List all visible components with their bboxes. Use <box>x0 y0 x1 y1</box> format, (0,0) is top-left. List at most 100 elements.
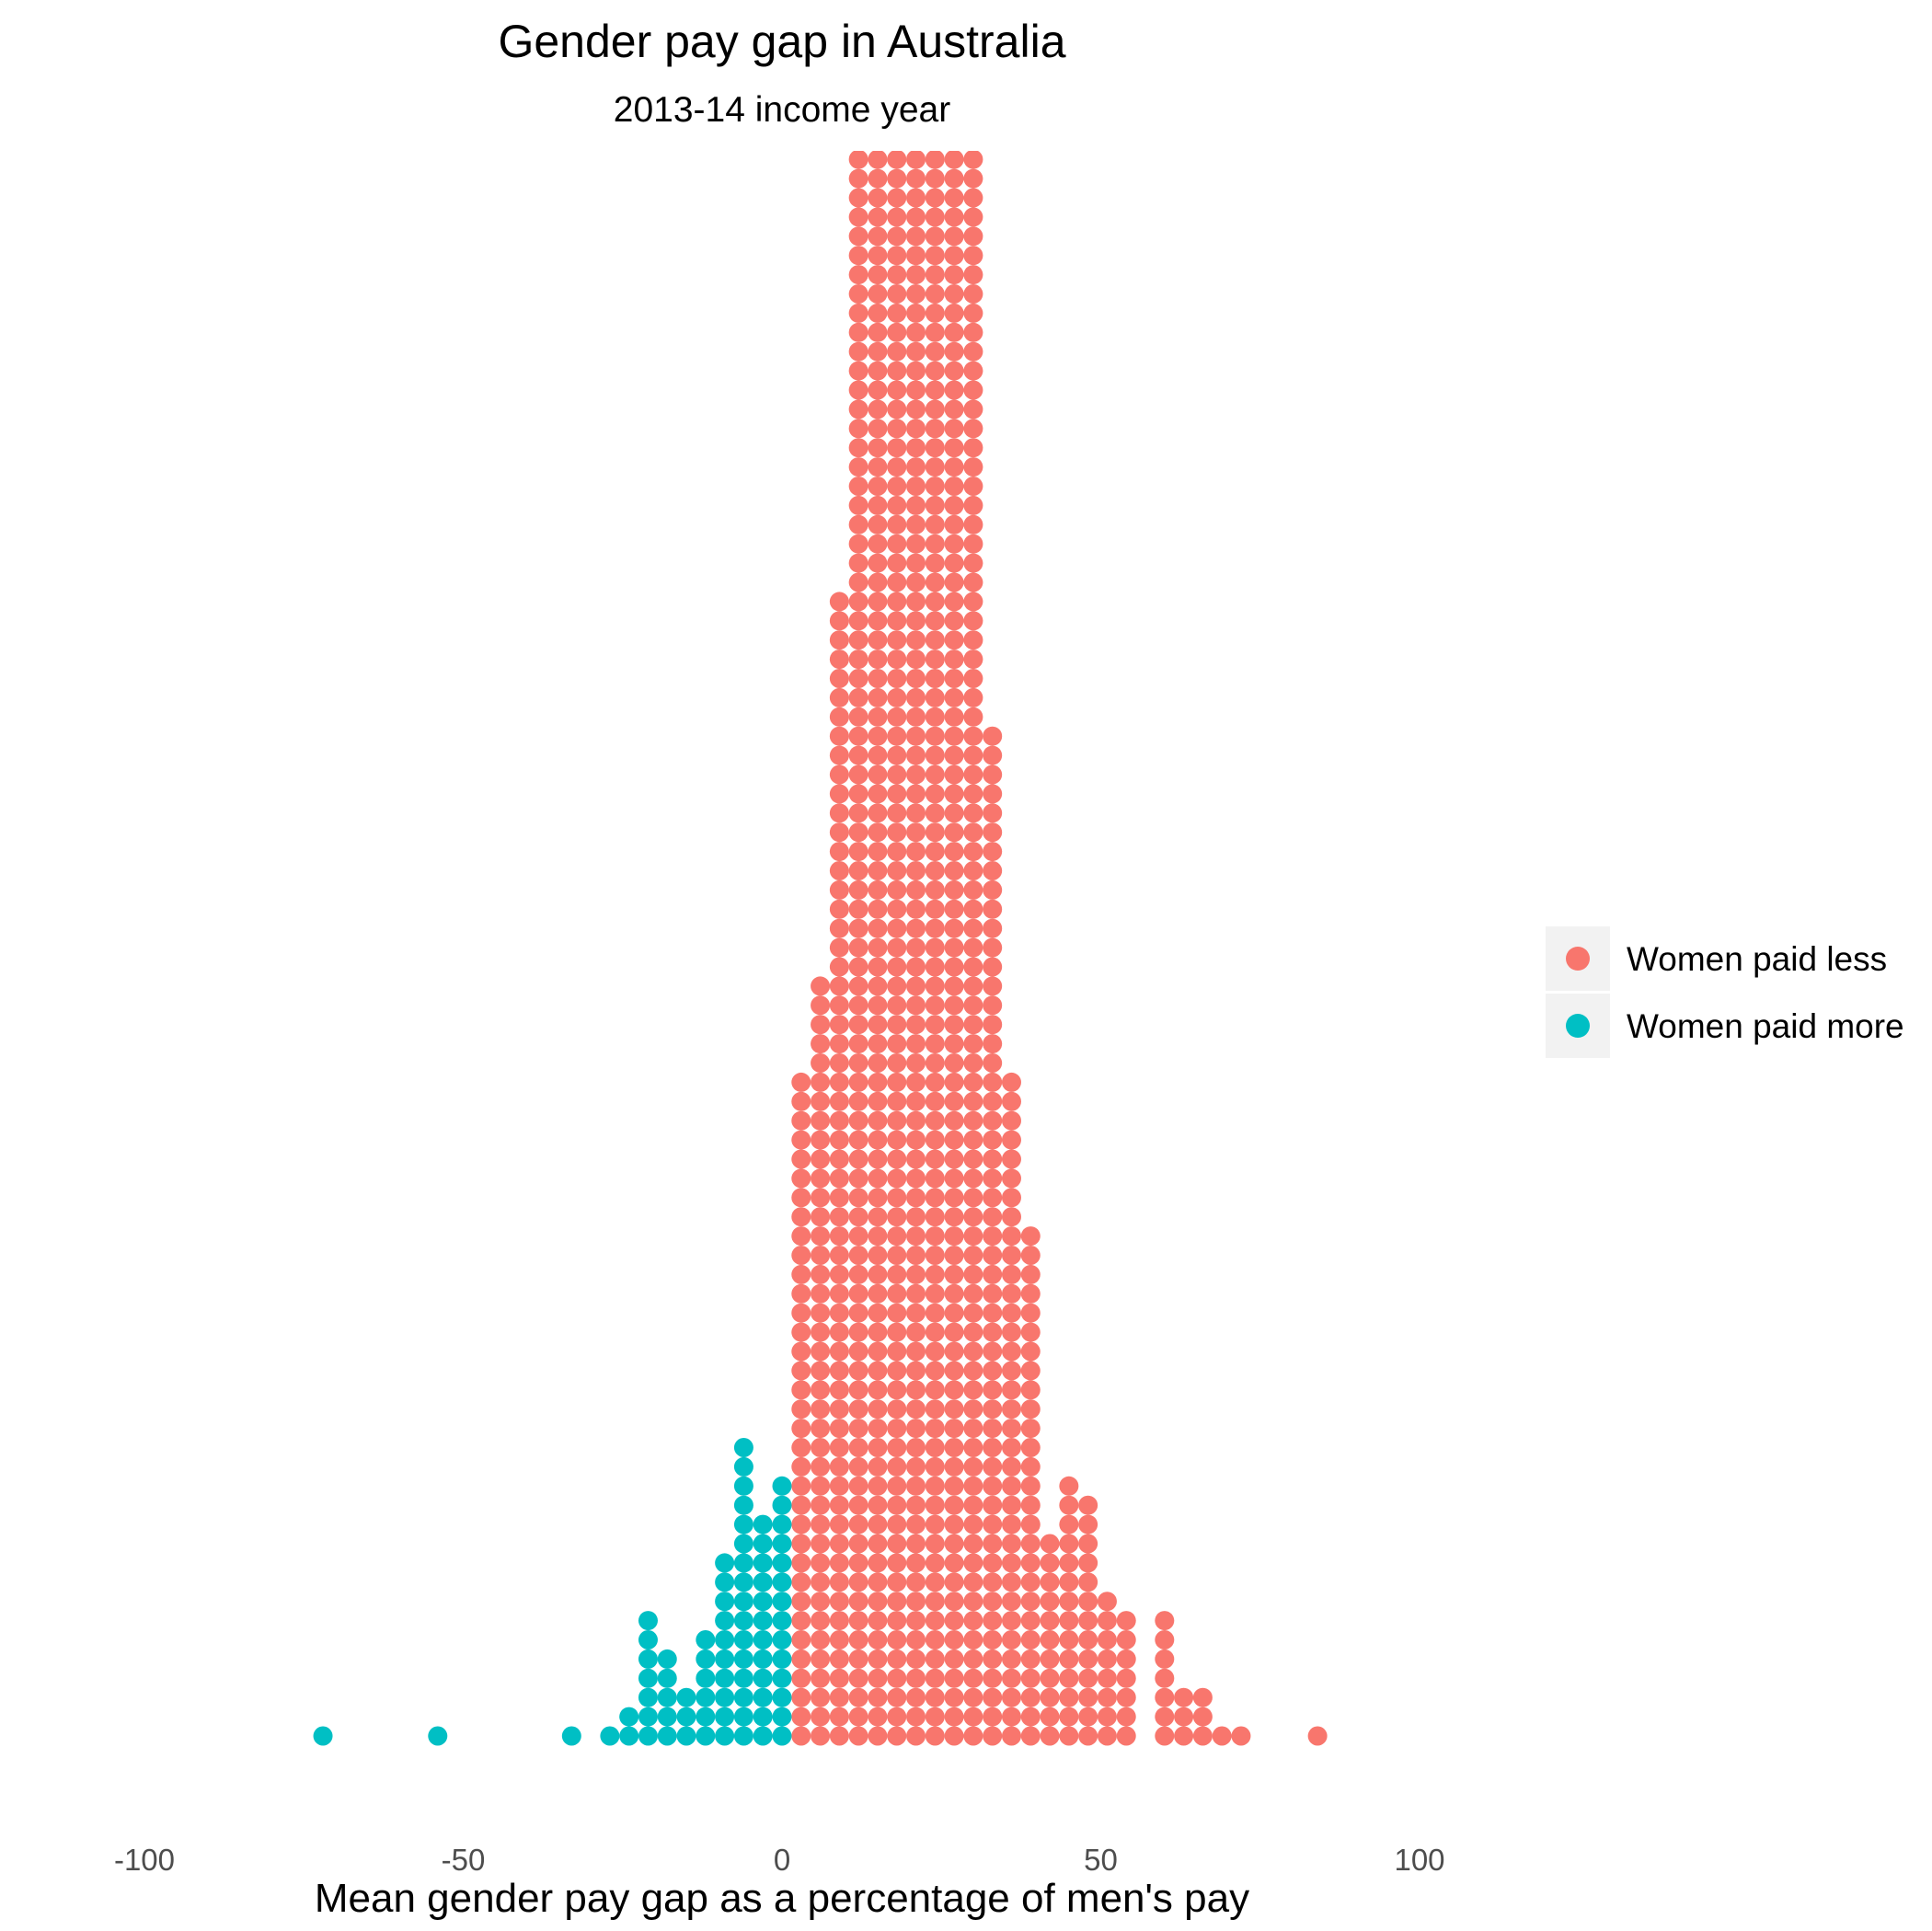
dot-women-paid-less <box>925 457 945 477</box>
dot-women-paid-less <box>963 1110 983 1131</box>
dot-women-paid-less <box>848 1015 868 1035</box>
dot-women-paid-less <box>944 1361 964 1381</box>
dot-women-paid-less <box>983 861 1003 880</box>
dot-women-paid-less <box>944 842 964 862</box>
dot-women-paid-less <box>829 1264 849 1284</box>
dot-women-paid-more <box>753 1649 773 1669</box>
dot-women-paid-less <box>791 1649 811 1669</box>
dot-women-paid-less <box>811 1572 831 1592</box>
dot-women-paid-less <box>1155 1726 1175 1746</box>
dot-women-paid-less <box>829 1034 849 1054</box>
dot-women-paid-less <box>906 1438 926 1457</box>
dot-women-paid-less <box>925 1630 945 1649</box>
dot-women-paid-less <box>944 1687 964 1707</box>
dot-women-paid-less <box>944 1668 964 1688</box>
dot-women-paid-less <box>963 1668 983 1688</box>
dot-women-paid-less <box>925 495 945 515</box>
dot-women-paid-more <box>772 1553 792 1573</box>
dot-women-paid-less <box>887 1476 907 1496</box>
dot-women-paid-less <box>906 1687 926 1707</box>
dot-women-paid-less <box>983 784 1003 804</box>
dot-women-paid-less <box>963 1053 983 1073</box>
dot-women-paid-less <box>925 1514 945 1534</box>
dot-women-paid-more <box>772 1572 792 1592</box>
dot-women-paid-less <box>887 918 907 938</box>
dot-women-paid-less <box>906 784 926 804</box>
dot-women-paid-more <box>715 1707 735 1727</box>
dot-women-paid-less <box>963 957 983 977</box>
dot-women-paid-less <box>811 1207 831 1227</box>
dot-women-paid-less <box>848 303 868 323</box>
dot-women-paid-less <box>944 1283 964 1304</box>
dot-women-paid-less <box>963 1149 983 1169</box>
x-tick-label: 100 <box>1394 1843 1444 1877</box>
dot-women-paid-less <box>963 151 983 169</box>
dot-women-paid-less <box>906 707 926 727</box>
dot-women-paid-less <box>944 1110 964 1131</box>
dot-women-paid-less <box>983 1207 1003 1227</box>
dot-women-paid-less <box>887 303 907 323</box>
dot-women-paid-less <box>1097 1726 1117 1746</box>
dot-women-paid-less <box>868 534 888 554</box>
dot-women-paid-less <box>791 1495 811 1515</box>
dot-women-paid-less <box>963 284 983 304</box>
dot-women-paid-less <box>848 438 868 458</box>
dot-women-paid-less <box>887 976 907 996</box>
dot-women-paid-less <box>925 822 945 843</box>
dot-women-paid-less <box>887 1495 907 1515</box>
dot-women-paid-less <box>944 707 964 727</box>
dot-women-paid-less <box>906 918 926 938</box>
dot-women-paid-less <box>1001 1207 1021 1227</box>
dot-women-paid-less <box>791 1419 811 1439</box>
dot-women-paid-less <box>829 1283 849 1304</box>
dot-women-paid-less <box>1001 1380 1021 1400</box>
dot-women-paid-less <box>1212 1726 1232 1746</box>
dot-women-paid-less <box>1078 1572 1098 1592</box>
dot-women-paid-more <box>772 1726 792 1746</box>
dot-women-paid-less <box>925 1726 945 1746</box>
dot-women-paid-less <box>868 341 888 362</box>
dot-women-paid-less <box>868 1053 888 1073</box>
dot-women-paid-more <box>696 1668 716 1688</box>
dot-women-paid-less <box>944 976 964 996</box>
dot-women-paid-less <box>868 572 888 592</box>
dot-women-paid-more <box>733 1649 753 1669</box>
dot-women-paid-less <box>1020 1361 1041 1381</box>
dot-women-paid-less <box>983 918 1003 938</box>
dot-women-paid-less <box>944 1399 964 1420</box>
dot-women-paid-less <box>1116 1649 1136 1669</box>
dot-women-paid-less <box>791 1456 811 1477</box>
dot-women-paid-less <box>963 861 983 880</box>
dot-women-paid-less <box>829 937 849 958</box>
dot-women-paid-less <box>963 784 983 804</box>
dot-women-paid-less <box>944 803 964 823</box>
dot-women-paid-more <box>657 1668 677 1688</box>
dot-women-paid-less <box>868 168 888 189</box>
dot-women-paid-less <box>1020 1264 1041 1284</box>
legend-key-women-paid-less <box>1566 947 1590 971</box>
dot-women-paid-less <box>887 879 907 900</box>
dot-women-paid-less <box>1001 1091 1021 1111</box>
dot-women-paid-less <box>868 957 888 977</box>
dot-women-paid-less <box>868 1130 888 1150</box>
dot-women-paid-less <box>868 1264 888 1284</box>
dot-women-paid-less <box>848 1476 868 1496</box>
legend: Women paid less Women paid more <box>1546 926 1904 1058</box>
dot-women-paid-less <box>1001 1072 1021 1092</box>
dot-women-paid-less <box>906 1514 926 1534</box>
dot-women-paid-less <box>848 361 868 381</box>
dot-women-paid-less <box>906 726 926 746</box>
dot-women-paid-less <box>906 168 926 189</box>
dot-women-paid-less <box>791 1149 811 1169</box>
dot-women-paid-less <box>944 592 964 612</box>
dot-women-paid-less <box>944 1514 964 1534</box>
dot-women-paid-less <box>1020 1419 1041 1439</box>
dot-women-paid-less <box>848 745 868 765</box>
dot-women-paid-less <box>791 1592 811 1612</box>
dot-women-paid-less <box>887 1687 907 1707</box>
dot-women-paid-less <box>829 1168 849 1189</box>
dot-women-paid-less <box>848 726 868 746</box>
dot-women-paid-less <box>906 1572 926 1592</box>
dot-women-paid-less <box>944 1226 964 1247</box>
dot-women-paid-less <box>944 265 964 285</box>
